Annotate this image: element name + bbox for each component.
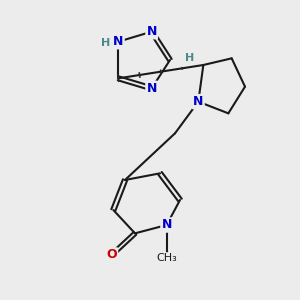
Text: O: O [106,248,117,262]
Text: H: H [185,53,194,63]
Text: N: N [146,25,157,38]
Text: N: N [161,218,172,232]
Text: N: N [113,35,124,48]
Text: CH₃: CH₃ [156,253,177,263]
Text: N: N [146,82,157,95]
Text: N: N [193,95,203,108]
Text: H: H [101,38,110,48]
